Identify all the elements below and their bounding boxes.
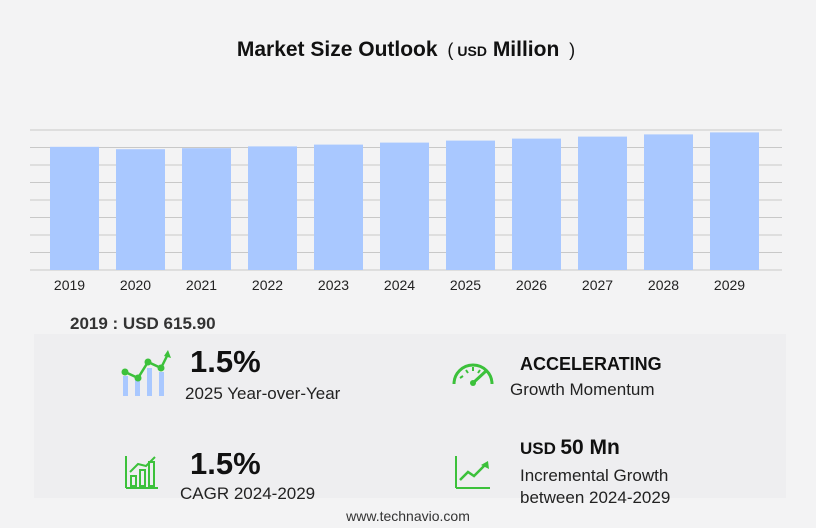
title-scale: Million <box>492 38 560 61</box>
x-tick-label: 2021 <box>186 277 217 293</box>
trend-line-icon <box>455 456 490 489</box>
speedometer-icon <box>452 363 494 386</box>
incremental-label-1: Incremental Growth <box>520 466 669 485</box>
cagr-label: CAGR 2024-2029 <box>180 484 316 503</box>
x-tick-label: 2028 <box>648 277 679 293</box>
cagr-value: 1.5% <box>190 446 261 481</box>
bar-2023 <box>314 144 363 270</box>
stats-panel <box>34 334 786 498</box>
x-tick-label: 2024 <box>384 277 415 293</box>
incremental-unit: USD <box>520 439 556 458</box>
bar-2024 <box>380 142 429 270</box>
yoy-value: 1.5% <box>190 344 261 379</box>
x-tick-label: 2019 <box>54 277 85 293</box>
yoy-label: 2025 Year-over-Year <box>185 384 341 403</box>
momentum-value: ACCELERATING <box>520 354 662 374</box>
title-close-paren: ) <box>569 40 576 60</box>
title-unit: USD <box>457 43 487 59</box>
footer-url: www.technavio.com <box>346 508 470 524</box>
x-tick-label: 2025 <box>450 277 481 293</box>
bar-2029 <box>710 132 759 270</box>
growth-chart-icon <box>121 350 171 396</box>
bar-2021 <box>182 148 231 270</box>
x-tick-label: 2020 <box>120 277 151 293</box>
bar-2028 <box>644 134 693 270</box>
bar-2019 <box>50 146 99 270</box>
x-tick-label: 2026 <box>516 277 547 293</box>
incremental-value: USD 50 Mn <box>520 436 620 460</box>
base-year-value: 2019 : USD 615.90 <box>70 314 216 333</box>
title-main: Market Size Outlook <box>236 38 438 61</box>
bar-2027 <box>578 136 627 270</box>
momentum-label: Growth Momentum <box>510 380 655 399</box>
bar-2025 <box>446 140 495 270</box>
x-tick-label: 2023 <box>318 277 349 293</box>
bar-2026 <box>512 138 561 270</box>
x-tick-label: 2022 <box>252 277 283 293</box>
bar-2022 <box>248 146 297 270</box>
bar-chart: 2019 2020 2021 2022 2023 2024 2025 2026 2027 2028… <box>30 129 782 293</box>
bar-2020 <box>116 149 165 270</box>
bar-growth-icon <box>125 456 158 489</box>
x-tick-label: 2027 <box>582 277 613 293</box>
x-tick-label: 2029 <box>714 277 745 293</box>
incremental-label-2: between 2024-2029 <box>520 488 671 507</box>
title-open-paren: ( <box>447 40 454 60</box>
incremental-amount: 50 Mn <box>560 436 620 459</box>
chart-title: Market Size Outlook (USD Million ) <box>0 38 816 62</box>
